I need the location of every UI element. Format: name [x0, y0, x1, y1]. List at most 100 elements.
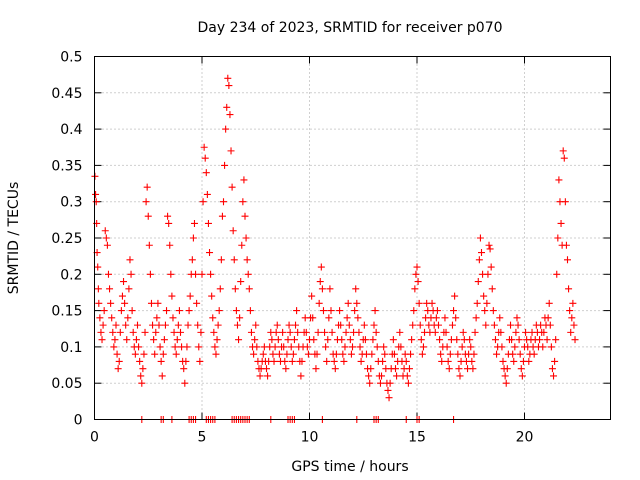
data-point [241, 212, 249, 220]
data-point [553, 270, 561, 278]
data-point [256, 372, 264, 380]
data-point [186, 292, 194, 300]
data-point [393, 372, 401, 380]
data-point [418, 350, 426, 358]
data-point [181, 379, 189, 387]
data-point [490, 321, 498, 329]
data-point [112, 321, 120, 329]
data-point [160, 336, 168, 344]
data-point [441, 314, 449, 322]
data-point [344, 299, 352, 307]
data-point [115, 357, 123, 365]
data-point [197, 328, 205, 336]
data-point [122, 321, 130, 329]
data-point [478, 249, 485, 257]
data-point [466, 336, 474, 344]
data-point [428, 299, 436, 307]
data-point [525, 357, 533, 365]
data-point [365, 372, 373, 380]
data-point [269, 350, 277, 358]
data-point [212, 350, 220, 358]
y-tick-label: 0.45 [51, 86, 82, 102]
data-point [545, 299, 553, 307]
data-point [564, 256, 571, 264]
grid-layer [94, 56, 611, 420]
data-point [379, 357, 387, 365]
data-point [442, 328, 450, 336]
data-point [530, 350, 538, 358]
data-point [380, 343, 388, 351]
data-point [491, 336, 499, 344]
data-point [126, 256, 134, 264]
data-point [121, 299, 129, 307]
data-point [263, 365, 270, 373]
data-point [516, 350, 524, 358]
data-point [373, 343, 381, 351]
data-point [554, 234, 562, 242]
data-point [315, 299, 323, 307]
data-point [167, 270, 175, 278]
y-tick-label: 0.3 [60, 195, 82, 211]
x-tick-label: 0 [90, 430, 99, 446]
data-point [485, 241, 493, 249]
data-point [259, 350, 267, 358]
data-point [213, 336, 221, 344]
data-point [239, 198, 247, 206]
data-point [349, 343, 356, 351]
data-point [250, 350, 258, 358]
data-point [193, 299, 201, 307]
data-point [147, 299, 155, 307]
data-point [392, 365, 399, 373]
data-point [106, 285, 114, 293]
data-point [386, 379, 394, 387]
data-point [547, 343, 555, 351]
data-point [316, 278, 324, 286]
data-point [285, 321, 293, 329]
data-point [209, 314, 217, 322]
data-point [482, 321, 490, 329]
data-point [546, 321, 554, 329]
data-point [448, 321, 456, 329]
data-point [385, 394, 393, 402]
data-point [376, 379, 384, 387]
data-point [484, 270, 492, 278]
data-point [323, 357, 331, 365]
data-point [486, 245, 494, 253]
data-point [251, 336, 259, 344]
data-point [413, 263, 421, 271]
data-point [483, 299, 491, 307]
x-tick-label: 5 [198, 430, 207, 446]
data-point [445, 365, 453, 373]
data-point [173, 336, 181, 344]
data-point [207, 270, 215, 278]
data-point [370, 321, 378, 329]
data-point [198, 270, 206, 278]
data-point [171, 343, 179, 351]
data-point [144, 212, 152, 220]
data-point [356, 343, 364, 351]
data-point [337, 321, 345, 329]
data-point [408, 336, 416, 344]
data-point [569, 299, 577, 307]
data-point [474, 278, 482, 286]
data-point [498, 343, 506, 351]
data-point [416, 321, 424, 329]
x-axis-label: GPS time / hours [291, 459, 408, 475]
data-point [95, 299, 103, 307]
data-point [102, 234, 110, 242]
data-point [341, 343, 349, 351]
data-point [458, 343, 466, 351]
data-point [318, 285, 326, 293]
data-point [459, 328, 467, 336]
data-point [96, 314, 104, 322]
data-point [402, 357, 410, 365]
data-point [107, 299, 115, 307]
data-point [218, 212, 226, 220]
data-point [124, 314, 132, 322]
data-point [199, 198, 207, 206]
data-point [231, 285, 239, 293]
data-point [268, 336, 276, 344]
data-point [403, 372, 411, 380]
data-point [414, 278, 422, 286]
data-point [120, 278, 128, 286]
